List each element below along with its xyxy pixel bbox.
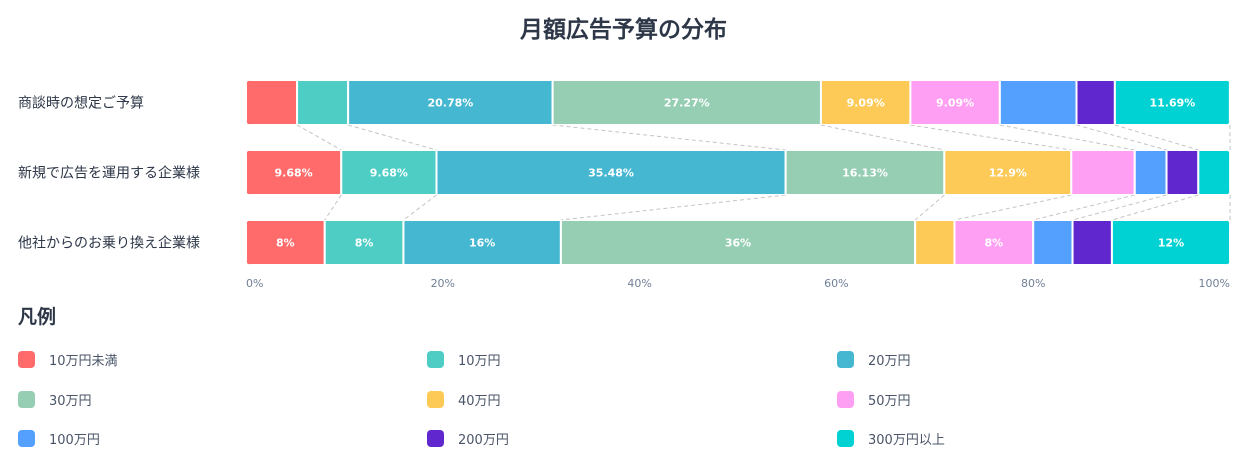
legend-label: 100万円 [49,432,100,448]
bar-segment[interactable] [1110,220,1230,265]
bar-segment[interactable] [1133,150,1168,195]
data-label: 8% [984,237,1003,250]
data-label: 16.13% [842,167,888,180]
legend-swatch [18,429,35,447]
connector-lines [296,124,1231,221]
legend-item[interactable]: 30万円 [18,389,92,409]
data-label: 16% [469,237,495,250]
connector-line [552,124,786,151]
connector-line [1033,194,1135,221]
data-label: 11.69% [1149,97,1195,110]
legend-label: 50万円 [868,393,911,409]
legend-item[interactable]: 200万円 [427,428,509,448]
bar-segment[interactable] [998,80,1078,125]
legend-title: 凡例 [18,306,57,328]
x-tick-label: 0% [246,277,263,290]
legend-item[interactable]: 50万円 [837,389,911,409]
x-axis-ticks: 0% 20% 40% 60% 80% 100% [246,277,1230,290]
legend-swatch [837,350,854,368]
data-label: 8% [355,237,374,250]
x-tick-label: 80% [1021,277,1045,290]
connector-line [820,124,945,151]
data-label: 12% [1158,237,1184,250]
connector-line [910,124,1072,151]
legend-swatch [427,390,444,408]
connector-line [1114,124,1199,151]
stacked-bar-chart: 20.78% 27.27% 9.09% 9.09% 11.69% 9.68% 9.68% 35… [18,80,1231,290]
bar-segment[interactable] [1197,150,1230,195]
data-label: 36% [725,237,751,250]
bar-row [246,150,1230,195]
x-tick-label: 60% [824,277,848,290]
data-label: 9.68% [275,167,313,180]
bar-segment[interactable] [1113,80,1230,125]
bar-row [246,220,1230,265]
bar-group: 20.78% 27.27% 9.09% 9.09% 11.69% 9.68% 9.68% 35… [246,80,1230,265]
legend-item[interactable]: 300万円以上 [837,428,945,448]
legend-swatch [18,350,35,368]
bar-row [246,80,1230,125]
bar-segment[interactable] [1165,150,1200,195]
bar-segment[interactable] [1032,220,1074,265]
data-label: 9.68% [370,167,408,180]
data-label: 27.27% [664,97,710,110]
category-label: 他社からのお乗り換え企業様 [18,235,200,252]
legend-swatch [427,429,444,447]
legend-label: 300万円以上 [868,432,945,448]
bar-segment[interactable] [914,220,956,265]
legend-label: 10万円 [458,353,501,369]
bar-segment[interactable] [1070,150,1136,195]
data-label: 8% [276,237,295,250]
legend-label: 20万円 [868,353,911,369]
data-label: 35.48% [588,167,634,180]
legend-label: 200万円 [458,432,509,448]
x-tick-label: 40% [627,277,651,290]
bar-segment[interactable] [559,220,917,265]
legend-item[interactable]: 10万円 [427,349,501,369]
data-label: 9.09% [936,97,974,110]
connector-line [999,124,1135,151]
legend-label: 40万円 [458,393,501,409]
legend-item[interactable]: 40万円 [427,389,501,409]
bar-segment[interactable] [323,220,405,265]
legend-swatch [837,390,854,408]
connector-line [914,194,945,221]
legend-swatch [837,429,854,447]
legend-item[interactable]: 10万円未満 [18,349,118,369]
data-label: 20.78% [427,97,473,110]
chart-title: 月額広告予算の分布 [520,17,727,43]
legend-swatch [427,350,444,368]
x-tick-label: 20% [431,277,455,290]
legend-label: 10万円未満 [49,353,118,369]
legend-label: 30万円 [49,393,92,409]
connector-line [1072,194,1167,221]
connector-line [954,194,1072,221]
bar-segment[interactable] [1075,80,1116,125]
bar-segment[interactable] [943,150,1073,195]
category-label: 新規で広告を運用する企業様 [18,165,200,182]
connector-line [403,194,437,221]
data-label: 9.09% [847,97,885,110]
data-label: 12.9% [989,167,1027,180]
category-label: 商談時の想定ご予算 [18,96,144,112]
bar-segment[interactable] [435,150,787,195]
legend-swatch [18,390,35,408]
legend-item[interactable]: 100万円 [18,428,100,448]
legend-item[interactable]: 20万円 [837,349,911,369]
connector-line [1111,194,1199,221]
connector-line [348,124,437,151]
connector-line [560,194,786,221]
connector-line [324,194,342,221]
bar-segment[interactable] [1071,220,1113,265]
connector-line [1076,124,1167,151]
connector-line [296,124,342,151]
bar-segment[interactable] [296,80,350,125]
bar-segment[interactable] [347,80,554,125]
x-tick-label: 100% [1199,277,1230,290]
bar-segment[interactable] [246,80,299,125]
